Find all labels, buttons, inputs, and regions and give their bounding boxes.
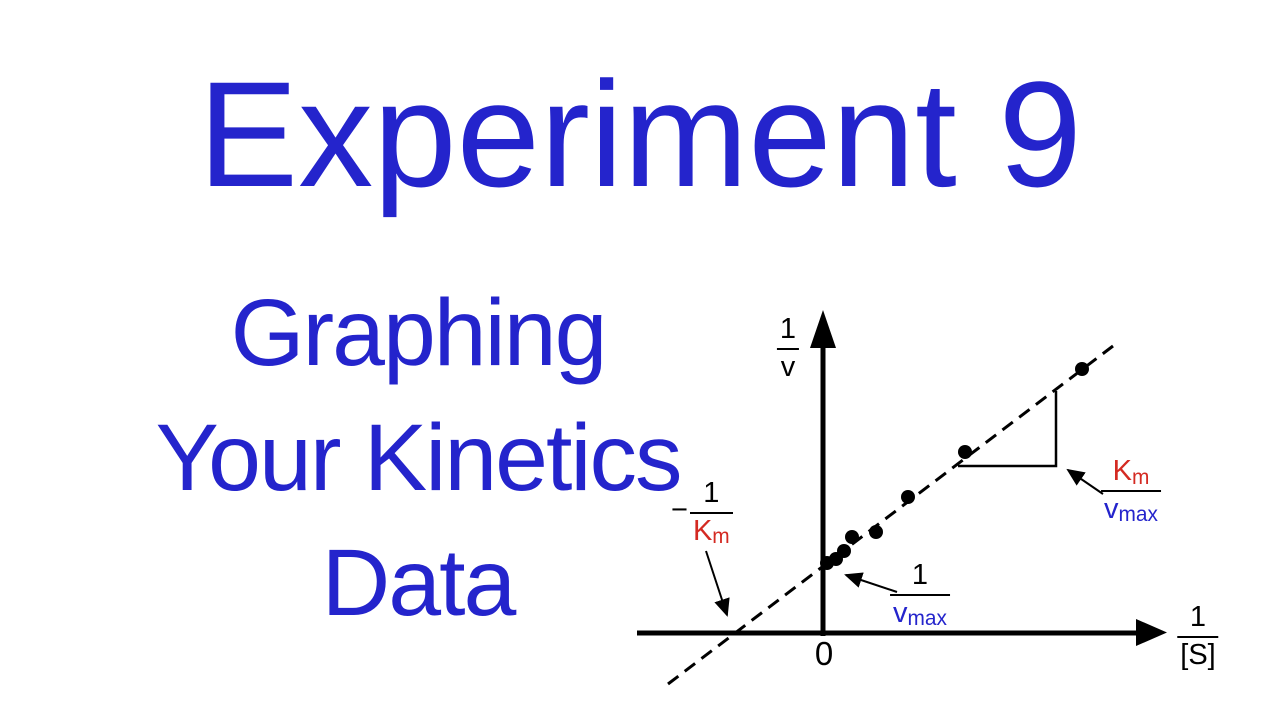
y-axis-arrowhead [810,310,836,348]
fraction-bar [890,593,950,596]
annotation-arrow-x-intercept [705,550,730,617]
y-axis-label-numerator: 1 [779,313,797,345]
minus-sign: − [671,494,688,527]
slope-numerator: Km [1110,455,1153,489]
data-point [845,530,859,544]
subtitle-line-3: Data [321,530,517,636]
regression-dashed-line [667,344,1114,686]
x-intercept-denominator: Km [690,514,733,549]
fraction-bar [776,347,800,350]
x-axis-label: 1 [S] [1177,601,1219,671]
data-point [1075,362,1089,376]
km-subscript: m [1131,465,1150,489]
y-axis-label: 1 v [776,313,800,383]
y-intercept-numerator: 1 [911,559,929,591]
slope-triangle [958,391,1058,468]
origin-label: 0 [814,635,834,672]
vmax-symbol: v [1104,492,1119,525]
data-points-layer [820,362,1089,570]
annotation-arrow-y-intercept [844,572,898,593]
x-intercept-numerator: 1 [703,477,720,509]
subtitle: Graphing Your Kinetics Data [68,271,768,646]
page-title: Experiment 9 [198,50,1082,218]
vmax-subscript: max [1118,503,1158,527]
x-axis-label-denominator: [S] [1180,638,1216,671]
y-axis-label-denominator: v [780,350,796,383]
data-point [869,525,883,539]
subtitle-line-2: Your Kinetics [155,405,683,511]
x-axis-arrowhead [1136,619,1167,646]
annotation-arrow-slope [1066,468,1104,495]
data-point [958,445,972,459]
slope-label: Km vmax [1101,455,1161,527]
km-symbol: K [1112,455,1132,487]
fraction-bar [689,511,733,514]
subtitle-line-1: Graphing [230,280,608,386]
fraction-bar [1101,489,1161,492]
x-axis-label-numerator: 1 [1189,601,1207,633]
fraction-bar [1177,635,1219,638]
data-point [901,490,915,504]
y-intercept-label: 1 vmax [890,559,950,631]
data-point [837,544,851,558]
km-subscript: m [712,525,730,549]
vmax-symbol: v [893,596,908,629]
slope-denominator: vmax [1101,492,1161,527]
vmax-subscript: max [907,607,947,631]
km-symbol: K [692,514,713,547]
x-intercept-label: − 1 Km [671,477,733,549]
y-intercept-denominator: vmax [890,596,950,631]
